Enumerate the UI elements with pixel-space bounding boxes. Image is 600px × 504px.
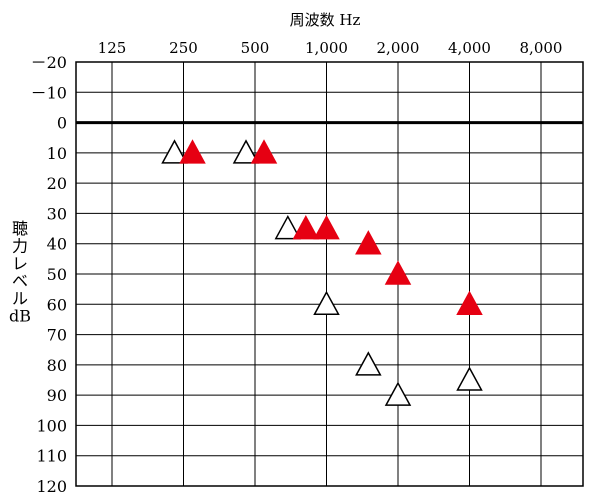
chart-title: 周波数 Hz xyxy=(290,11,361,29)
filled-triangle-marker xyxy=(292,215,320,240)
y-tick-label: 10 xyxy=(47,144,67,163)
y-axis-label-part: 力 xyxy=(12,237,28,256)
y-tick-label: 40 xyxy=(47,235,67,254)
y-axis-label-part: ベ xyxy=(12,272,28,291)
x-tick-labels: 125 250 500 1,000 2,000 4,000 8,000 xyxy=(98,39,563,57)
open-triangle-marker xyxy=(161,139,188,164)
y-tick-label: 70 xyxy=(47,326,67,345)
x-tick-label: 500 xyxy=(241,39,270,57)
open-triangle-marker xyxy=(384,381,412,406)
filled-triangle-marker xyxy=(384,260,412,285)
open-triangle-marker xyxy=(313,290,340,316)
y-tick-label: 80 xyxy=(47,356,67,375)
y-tick-label: 120 xyxy=(36,477,67,496)
y-tick-labels: －20 －10 0 10 20 30 40 50 60 70 80 90 100 110 120 xyxy=(31,53,67,496)
plot-border xyxy=(75,61,584,487)
y-tick-label: －20 xyxy=(31,53,67,72)
x-tick-label: 2,000 xyxy=(377,39,420,57)
y-tick-label: 90 xyxy=(47,386,67,405)
open-triangle-marker xyxy=(456,366,483,391)
filled-triangle-marker xyxy=(179,139,206,164)
y-tick-label: 50 xyxy=(47,265,67,284)
x-tick-label: 250 xyxy=(169,39,198,57)
y-tick-label: 110 xyxy=(36,447,67,466)
open-triangle-marker xyxy=(274,215,302,240)
y-tick-label: 20 xyxy=(47,174,67,193)
x-tick-label: 8,000 xyxy=(520,39,563,57)
open-triangle-marker xyxy=(232,139,260,164)
x-tick-label: 4,000 xyxy=(448,39,491,57)
y-tick-label: 100 xyxy=(36,416,67,435)
x-tick-label: 1,000 xyxy=(305,39,348,57)
y-axis-label-part: dB xyxy=(9,307,31,326)
y-tick-label: 60 xyxy=(47,295,67,314)
y-axis-label-part: レ xyxy=(12,254,28,273)
y-tick-label: 30 xyxy=(47,204,67,223)
data-markers xyxy=(161,139,483,406)
y-tick-label: 0 xyxy=(57,114,67,133)
filled-triangle-marker xyxy=(313,215,340,240)
y-axis-label-part: 聴 xyxy=(12,219,28,238)
filled-triangle-marker xyxy=(456,290,483,316)
y-tick-label: －10 xyxy=(31,83,67,102)
y-axis-label-part: ル xyxy=(12,289,28,308)
filled-triangle-marker xyxy=(355,230,382,255)
grid xyxy=(75,61,584,487)
x-tick-label: 125 xyxy=(98,39,127,57)
filled-triangle-marker xyxy=(250,139,278,164)
open-triangle-marker xyxy=(355,351,382,376)
